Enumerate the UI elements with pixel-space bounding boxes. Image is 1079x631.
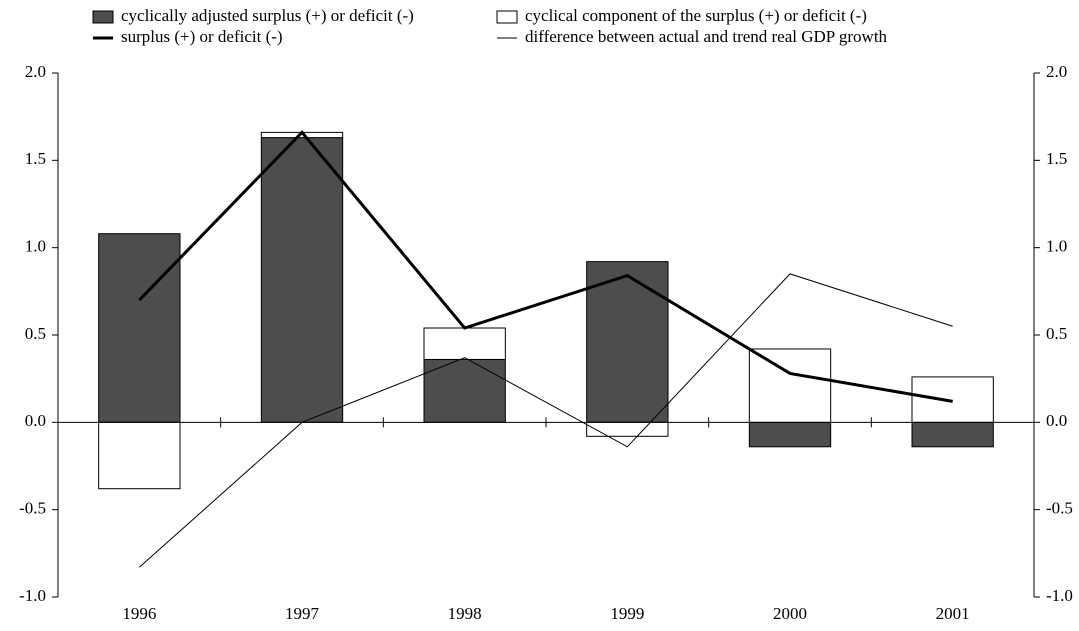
y2-tick-label: -0.5 — [1046, 499, 1073, 518]
bar — [98, 421, 181, 490]
bar — [911, 376, 994, 423]
x-tick-label: 1998 — [448, 604, 482, 623]
line — [139, 273, 953, 568]
legend-label: cyclical component of the surplus (+) or… — [525, 6, 867, 25]
x-tick-label: 2000 — [773, 604, 807, 623]
bar — [748, 421, 832, 448]
x-tick-label: 1997 — [285, 604, 320, 623]
bar — [423, 327, 506, 360]
legend-label: surplus (+) or deficit (-) — [121, 27, 283, 46]
y-tick-label: 1.5 — [25, 149, 46, 168]
legend-label: difference between actual and trend real… — [525, 27, 888, 46]
x-tick-label: 2001 — [936, 604, 970, 623]
y-tick-label: -0.5 — [19, 499, 46, 518]
y2-tick-label: 2.0 — [1046, 62, 1067, 81]
legend-label: cyclically adjusted surplus (+) or defic… — [121, 6, 414, 25]
bar — [98, 233, 181, 423]
line — [138, 130, 953, 403]
y-tick-label: 0.5 — [25, 324, 46, 343]
y2-tick-label: 0.5 — [1046, 324, 1067, 343]
x-tick-label: 1999 — [610, 604, 644, 623]
y2-tick-label: 1.5 — [1046, 149, 1067, 168]
y-tick-label: 1.0 — [25, 237, 46, 256]
y2-tick-label: 1.0 — [1046, 237, 1067, 256]
y2-tick-label: -1.0 — [1046, 586, 1073, 605]
legend-swatch — [496, 10, 518, 24]
bar — [911, 421, 994, 448]
bar — [586, 421, 669, 437]
bar — [748, 348, 832, 423]
y-tick-label: 0.0 — [25, 411, 46, 430]
x-tick-label: 1996 — [122, 604, 156, 623]
y-tick-label: 2.0 — [25, 62, 46, 81]
y2-tick-label: 0.0 — [1046, 411, 1067, 430]
bar — [260, 137, 344, 423]
y-tick-label: -1.0 — [19, 586, 46, 605]
legend-swatch — [92, 10, 114, 24]
